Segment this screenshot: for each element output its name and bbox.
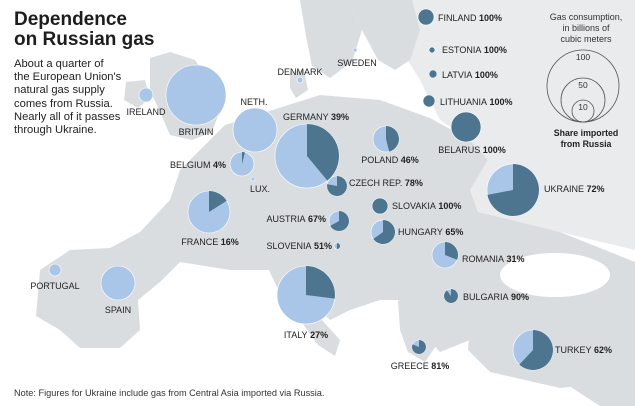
- label-romania: ROMANIA 31%: [462, 254, 525, 264]
- legend-caption-line: Share imported: [554, 128, 619, 138]
- share-wedge-austria: [330, 211, 350, 231]
- title-line-2: on Russian gas: [14, 29, 155, 50]
- black-sea: [500, 253, 610, 297]
- label-slovakia: SLOVAKIA 100%: [392, 201, 461, 211]
- share-wedge-italy: [306, 266, 335, 299]
- label-spain: SPAIN: [105, 305, 131, 315]
- label-czech-rep: CZECH REP. 78%: [349, 178, 423, 188]
- bubble-neth: [232, 107, 278, 153]
- bubble-denmark: [296, 76, 304, 84]
- bubble-slovakia: [371, 197, 389, 215]
- share-wedge-romania: [445, 242, 459, 260]
- denmark-land: [290, 70, 308, 98]
- label-finland: FINLAND 100%: [438, 13, 502, 23]
- finland-land: [348, 0, 420, 70]
- label-ireland: IRELAND: [126, 107, 166, 117]
- bubble-lux: [250, 176, 256, 182]
- bubble-britain: [165, 64, 227, 126]
- label-france: FRANCE 16%: [181, 237, 239, 247]
- share-wedge-hungary: [373, 220, 396, 245]
- bubble-ireland: [138, 87, 154, 103]
- legend-caption-line: from Russia: [561, 139, 612, 149]
- label-lithuania: LITHUANIA 100%: [440, 97, 513, 107]
- label-germany: GERMANY 39%: [283, 112, 349, 122]
- title: Dependence on Russian gas: [14, 10, 154, 50]
- greece-land: [398, 300, 440, 362]
- label-austria: AUSTRIA 67%: [266, 214, 326, 224]
- label-turkey: TURKEY 62%: [555, 345, 612, 355]
- label-belgium: BELGIUM 4%: [170, 160, 226, 170]
- bubble-portugal: [48, 263, 62, 277]
- legend-title-line: in billions of: [562, 23, 610, 33]
- share-wedge-bulgaria: [444, 289, 459, 304]
- label-denmark: DENMARK: [277, 67, 322, 77]
- label-sweden: SWEDEN: [337, 58, 377, 68]
- legend-scale-label: 10: [578, 102, 588, 112]
- share-wedge-germany: [307, 124, 340, 181]
- share-wedge-turkey: [519, 330, 554, 370]
- share-wedge-ukraine: [487, 164, 539, 217]
- legend-title-line: Gas consumption,: [550, 12, 623, 22]
- label-britain: BRITAIN: [179, 127, 214, 137]
- share-wedge-poland: [386, 126, 399, 152]
- description: About a quarter of the European Union's …: [14, 58, 122, 138]
- bubbles: FINLAND 100% ESTONIA 100% LATVIA 100% LITHU…: [30, 8, 612, 371]
- legend-scale-circle: [571, 99, 595, 123]
- footnote: Note: Figures for Ukraine include gas fr…: [14, 388, 325, 398]
- bubble-finland: [417, 8, 435, 26]
- share-wedge-greece: [411, 340, 426, 355]
- scandinavia-land: [300, 0, 362, 78]
- label-bulgaria: BULGARIA 90%: [463, 292, 529, 302]
- legend-scale-label: 50: [578, 80, 588, 90]
- bubble-estonia: [428, 46, 436, 54]
- title-line-1: Dependence: [14, 9, 127, 30]
- label-poland: POLAND 46%: [361, 155, 419, 165]
- bubble-spain: [100, 265, 136, 301]
- label-lux: LUX.: [250, 184, 270, 194]
- bubble-lithuania: [422, 94, 436, 108]
- label-estonia: ESTONIA 100%: [442, 45, 507, 55]
- label-ukraine: UKRAINE 72%: [544, 184, 605, 194]
- share-wedge-france: [209, 191, 227, 212]
- label-hungary: HUNGARY 65%: [398, 227, 463, 237]
- label-belarus: BELARUS 100%: [438, 145, 506, 155]
- label-neth: NETH.: [241, 97, 268, 107]
- share-wedge-slovenia: [336, 242, 341, 249]
- label-latvia: LATVIA 100%: [442, 70, 498, 80]
- bubble-latvia: [428, 69, 438, 79]
- legend-scale-label: 100: [576, 52, 590, 62]
- label-greece: GREECE 81%: [391, 361, 450, 371]
- bubble-sweden: [352, 47, 358, 53]
- label-portugal: PORTUGAL: [30, 281, 79, 291]
- share-wedge-belgium: [242, 152, 245, 164]
- legend-title-line: cubic meters: [560, 34, 612, 44]
- bubble-belarus: [450, 111, 482, 143]
- label-italy: ITALY 27%: [284, 330, 328, 340]
- share-wedge-czech-rep: [327, 176, 348, 197]
- label-slovenia: SLOVENIA 51%: [266, 241, 332, 251]
